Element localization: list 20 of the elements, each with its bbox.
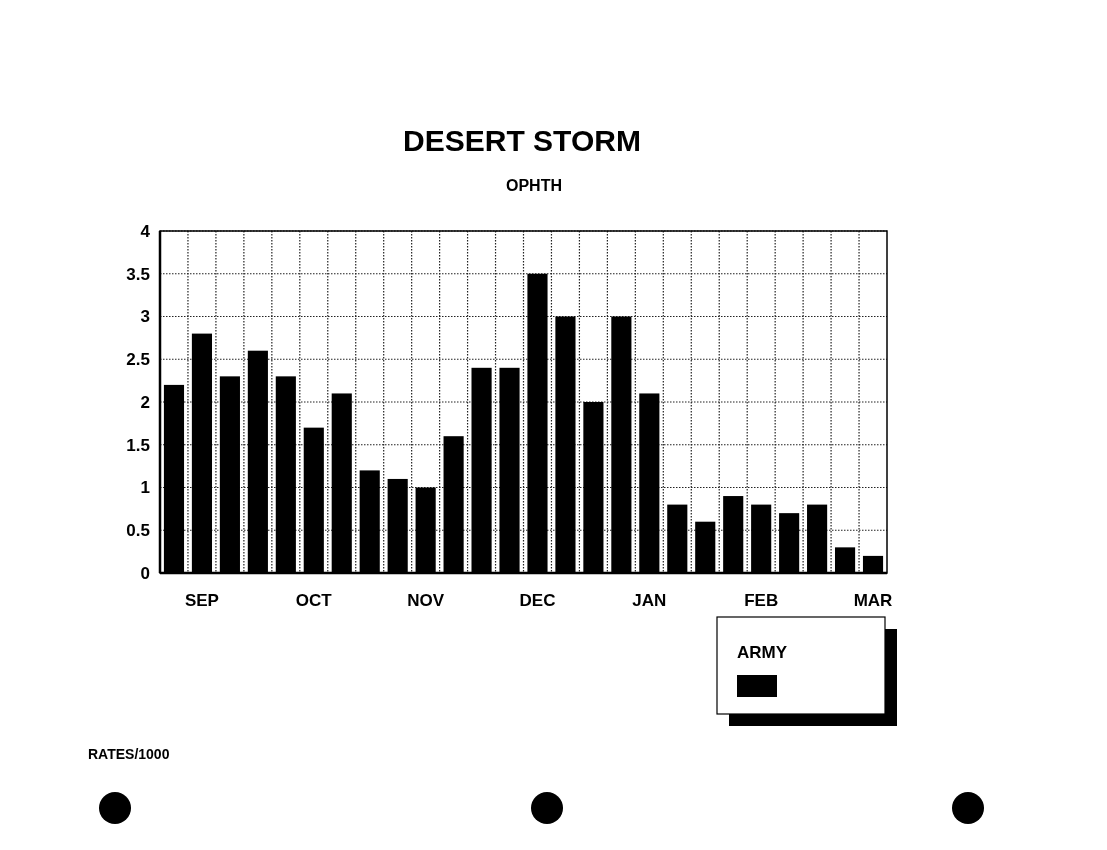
x-tick-label: NOV — [407, 591, 445, 610]
x-tick-label: SEP — [184, 591, 219, 610]
text: RATES/1000 — [88, 746, 170, 762]
y-tick-label: 0.5 — [126, 521, 150, 541]
chart-subtitle: OPHTH — [506, 177, 562, 194]
x-tick-label: MAR — [853, 591, 893, 610]
text: ARMY — [737, 643, 788, 662]
x-tick-label: FEB — [744, 591, 779, 610]
y-tick-label: 3.5 — [126, 264, 150, 284]
chart-title: DESERT STORM — [403, 124, 641, 157]
y-tick-label: 2 — [140, 392, 150, 412]
y-tick-label: 1 — [140, 478, 150, 498]
y-tick-label: 3 — [140, 307, 150, 327]
y-tick-label: 4 — [140, 221, 151, 241]
x-tick-label: DEC — [519, 591, 556, 610]
y-tick-label: 0 — [140, 563, 150, 583]
x-tick-label: JAN — [632, 591, 667, 610]
y-tick-label: 2.5 — [126, 350, 150, 370]
x-tick-label: OCT — [295, 591, 333, 610]
y-tick-label: 1.5 — [126, 435, 150, 455]
